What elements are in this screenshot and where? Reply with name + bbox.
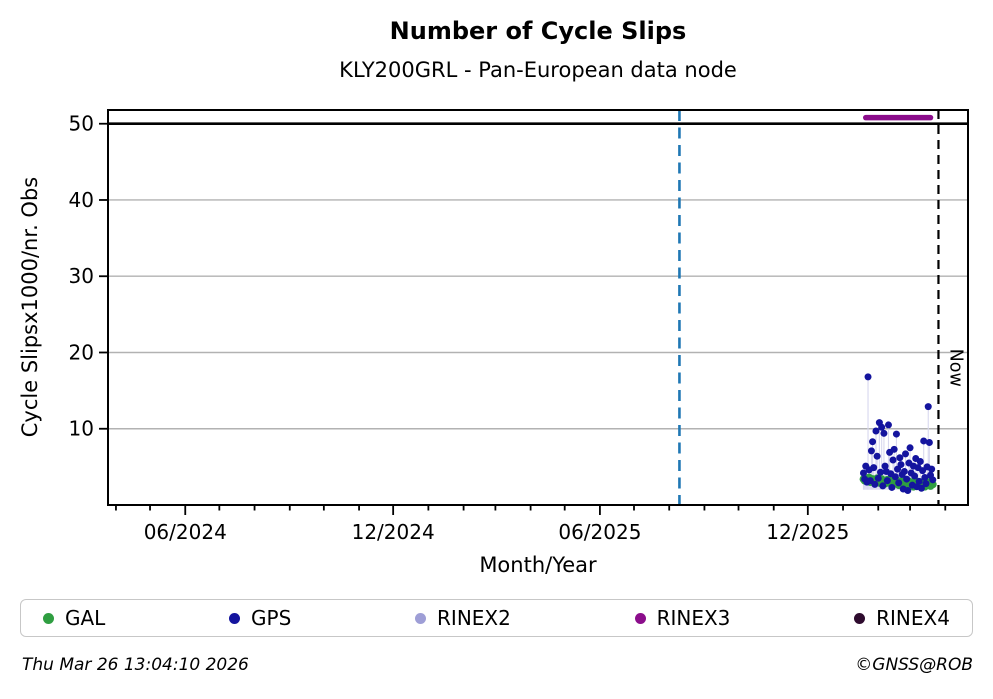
gal-marker-icon — [43, 612, 54, 624]
chart-title: Number of Cycle Slips — [389, 17, 687, 45]
chart-subtitle: KLY200GRL - Pan-European data node — [339, 58, 737, 82]
now-label: Now — [945, 349, 965, 387]
legend-label: GAL — [65, 606, 106, 630]
svg-text:30: 30 — [69, 264, 94, 288]
svg-text:40: 40 — [69, 188, 94, 212]
x-axis-ticks: 06/2024 12/2024 06/2025 12/2025 — [115, 505, 947, 544]
copyright-text: ©GNSS@ROB — [855, 655, 973, 675]
rinex3-marker-icon — [634, 612, 646, 624]
legend-item-gal: GAL — [43, 606, 105, 630]
svg-text:50: 50 — [69, 112, 94, 136]
x-axis-label: Month/Year — [479, 553, 597, 577]
legend-label: RINEX3 — [656, 606, 731, 630]
legend-label: RINEX2 — [437, 606, 511, 630]
legend-item-rinex3: RINEX3 — [634, 606, 731, 630]
legend-item-rinex4: RINEX4 — [854, 606, 950, 630]
legend: GAL GPS RINEX2 RINEX3 RINEX4 — [20, 599, 973, 637]
svg-text:06/2025: 06/2025 — [558, 520, 641, 544]
legend-label: RINEX4 — [876, 606, 950, 630]
gps-series — [859, 373, 937, 495]
plot-area: 06/2024 12/2024 06/2025 12/2025 10 20 30 40 50 No… — [69, 109, 969, 544]
rinex2-marker-icon — [415, 612, 427, 624]
legend-item-rinex2: RINEX2 — [415, 606, 511, 630]
y-axis-ticks: 10 20 30 40 50 — [69, 112, 108, 441]
y-axis-label: Cycle Slipsx1000/nr. Obs — [18, 176, 42, 438]
plot-border — [107, 109, 969, 506]
plot-svg: 06/2024 12/2024 06/2025 12/2025 10 20 30 40 50 No… — [69, 109, 969, 544]
svg-text:10: 10 — [69, 417, 94, 441]
timestamp-text: Thu Mar 26 13:04:10 2026 — [22, 655, 249, 675]
gps-marker-icon — [229, 612, 241, 624]
legend-label: GPS — [251, 606, 292, 630]
svg-text:06/2024: 06/2024 — [144, 520, 227, 544]
legend-item-gps: GPS — [229, 606, 291, 630]
svg-text:12/2024: 12/2024 — [352, 520, 435, 544]
rinex4-marker-icon — [854, 612, 866, 624]
svg-text:12/2025: 12/2025 — [766, 520, 849, 544]
svg-text:20: 20 — [69, 340, 94, 364]
